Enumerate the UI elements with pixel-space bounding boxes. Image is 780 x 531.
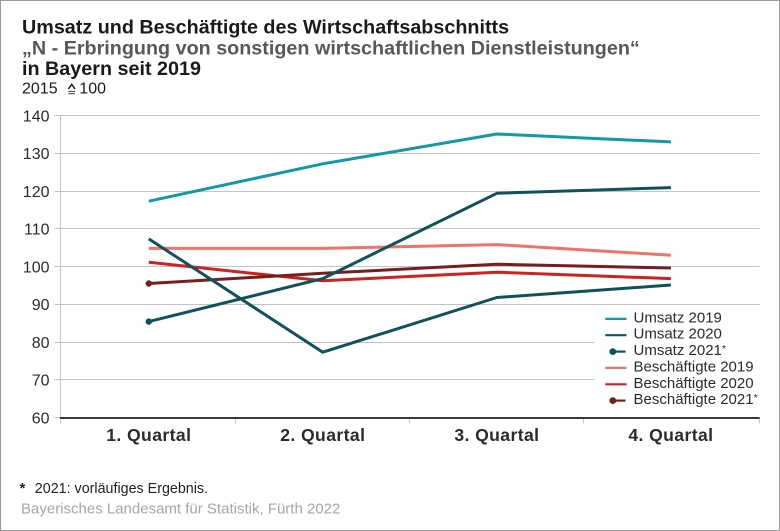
svg-text:Beschäftigte 2019: Beschäftigte 2019 (634, 358, 754, 375)
svg-text:Umsatz 2020: Umsatz 2020 (634, 326, 722, 343)
svg-text:Bayerisches Landesamt für Stat: Bayerisches Landesamt für Statistik, Für… (21, 501, 340, 518)
svg-text:140: 140 (23, 108, 50, 125)
svg-text:90: 90 (32, 297, 50, 314)
svg-text:Beschäftigte 2020: Beschäftigte 2020 (634, 375, 754, 392)
svg-text:2. Quartal: 2. Quartal (280, 425, 365, 445)
svg-text:4. Quartal: 4. Quartal (628, 425, 713, 445)
svg-text:„N - Erbringung von sonstigen: „N - Erbringung von sonstigen wirtschaft… (22, 38, 640, 60)
svg-text:Umsatz 2021*: Umsatz 2021* (634, 342, 726, 359)
svg-text:80: 80 (32, 335, 50, 352)
svg-text:110: 110 (24, 222, 50, 239)
svg-text:Umsatz und Beschäftigte des Wi: Umsatz und Beschäftigte des Wirtschaftsa… (22, 17, 509, 39)
svg-text:2015: 2015 (22, 81, 58, 98)
svg-text:130: 130 (23, 146, 50, 163)
svg-text:100: 100 (79, 81, 106, 98)
svg-text:3. Quartal: 3. Quartal (454, 425, 539, 445)
svg-text:70: 70 (32, 373, 50, 390)
svg-text:*: * (20, 480, 26, 497)
svg-text:120: 120 (23, 184, 50, 201)
svg-text:60: 60 (32, 410, 50, 427)
svg-text:2021: vorläufiges Ergebnis.: 2021: vorläufiges Ergebnis. (35, 481, 208, 497)
svg-text:Umsatz 2019: Umsatz 2019 (634, 309, 722, 326)
svg-text:1. Quartal: 1. Quartal (106, 425, 191, 445)
svg-text:100: 100 (23, 259, 50, 276)
svg-text:in Bayern seit 2019: in Bayern seit 2019 (22, 58, 201, 80)
svg-text:Beschäftigte 2021*: Beschäftigte 2021* (634, 391, 758, 408)
